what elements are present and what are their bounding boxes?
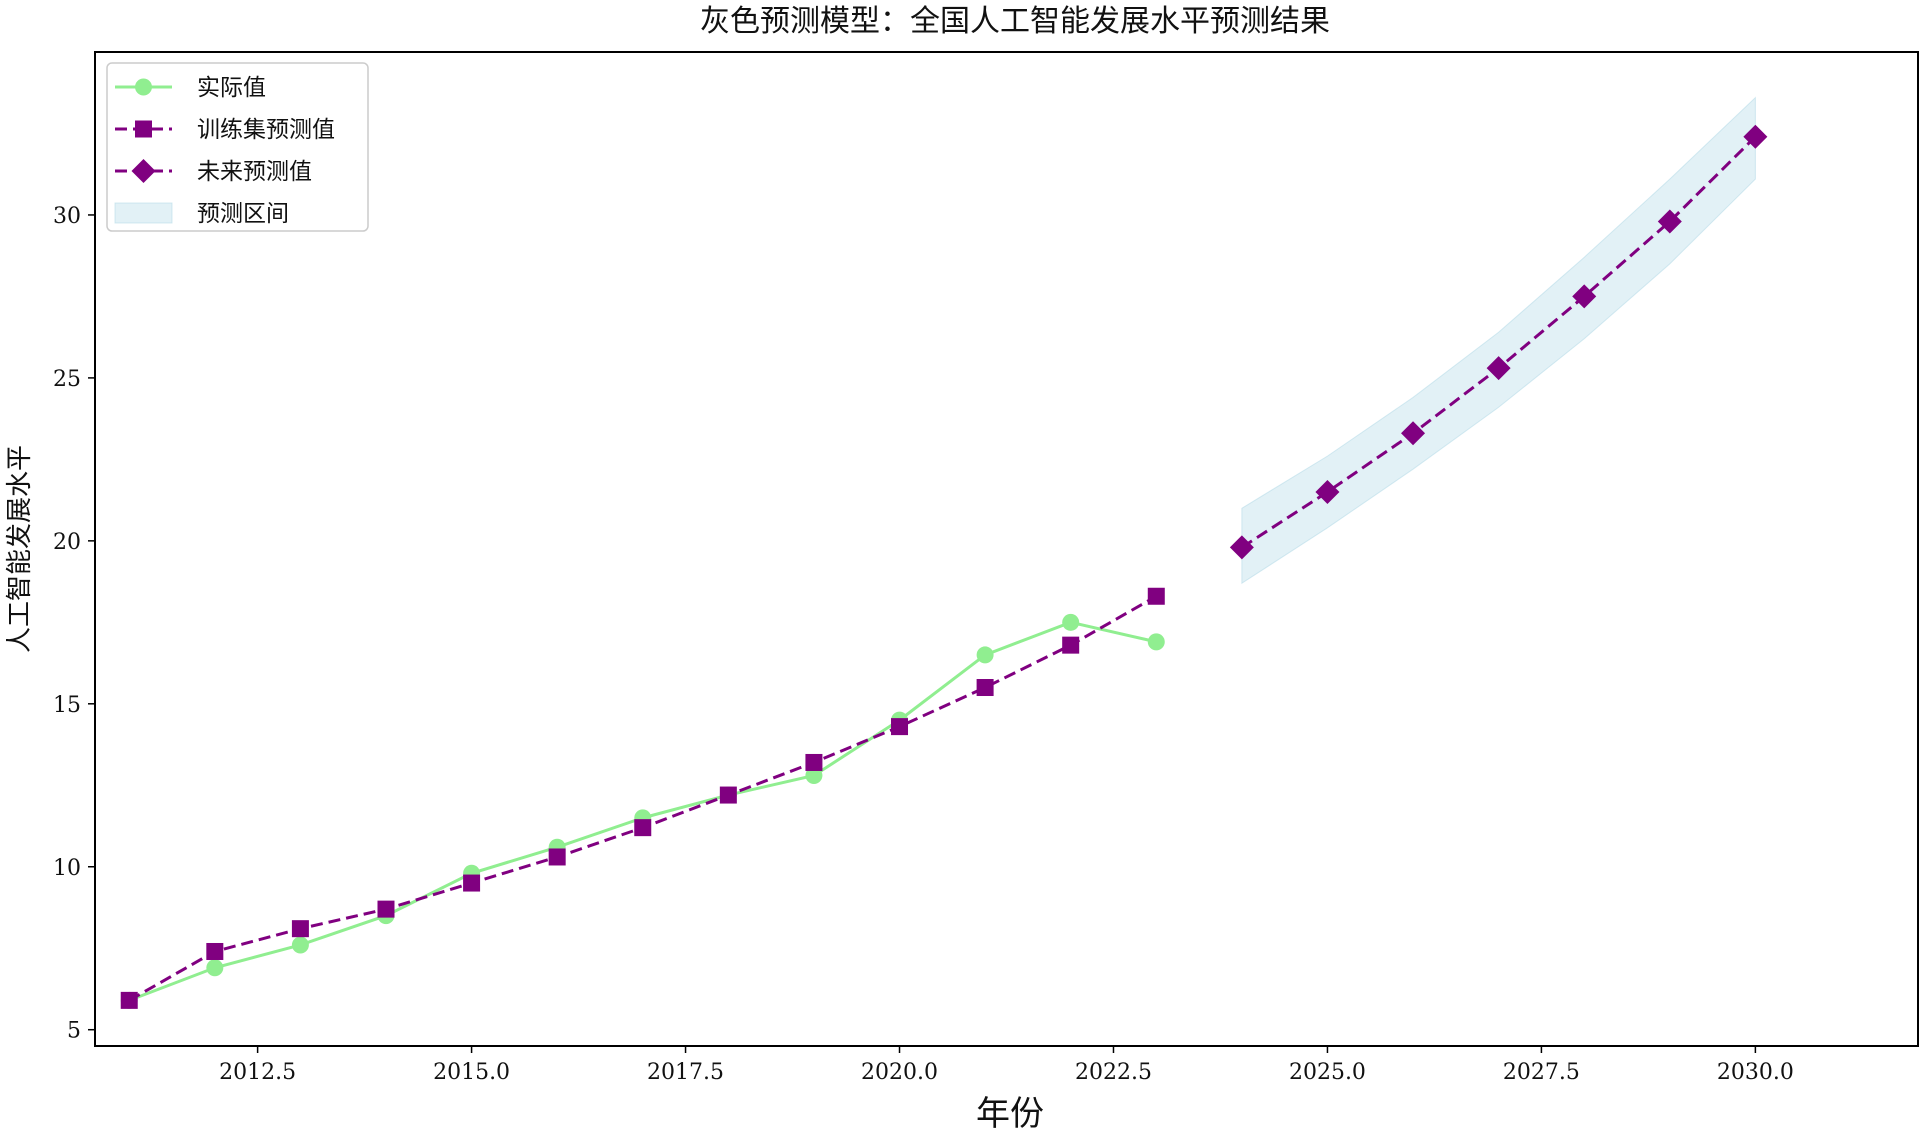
y-axis: 5 10 15 20 25 30	[53, 204, 95, 1044]
x-tick-label: 2012.5	[219, 1060, 296, 1085]
legend-label: 训练集预测值	[197, 117, 335, 143]
data-point	[805, 767, 823, 785]
legend-marker	[135, 78, 152, 96]
data-point	[1743, 124, 1768, 149]
y-tick-label: 25	[53, 367, 81, 392]
x-axis: 2012.5 2015.0 2017.5 2020.0 2022.5 2025.0 2027…	[219, 1046, 1794, 1085]
data-point	[805, 753, 823, 771]
data-point	[206, 959, 224, 977]
data-point	[206, 942, 224, 960]
data-point	[1572, 284, 1597, 309]
series-1	[120, 613, 1165, 1009]
y-tick-label: 30	[53, 204, 81, 229]
plot-frame	[94, 51, 1919, 1047]
chart-title: 灰色预测模型：全国人工智能发展水平预测结果	[700, 4, 1330, 39]
y-tick-label: 15	[53, 693, 81, 718]
prediction-interval-band	[1241, 96, 1756, 585]
legend-label: 预测区间	[197, 201, 289, 227]
x-tick-label: 2017.5	[647, 1060, 724, 1085]
legend-item: 未来预测值	[115, 159, 312, 185]
data-point	[1401, 421, 1426, 446]
data-point	[120, 991, 138, 1009]
data-point	[463, 874, 481, 892]
series-3	[1229, 124, 1768, 560]
data-point	[548, 848, 566, 866]
y-tick-label: 20	[53, 530, 81, 555]
legend-label: 实际值	[197, 75, 266, 101]
legend-marker	[131, 159, 156, 183]
data-point	[976, 679, 994, 697]
x-tick-label: 2030.0	[1717, 1060, 1794, 1085]
data-point	[1147, 587, 1165, 605]
data-point	[1062, 636, 1080, 654]
data-point	[1229, 535, 1254, 560]
plot-area	[120, 96, 1768, 1009]
x-tick-label: 2027.5	[1503, 1060, 1580, 1085]
data-point	[976, 646, 994, 664]
legend-box	[106, 62, 369, 232]
y-tick-label: 10	[53, 856, 81, 881]
series-2	[120, 587, 1165, 1009]
series-line	[128, 594, 1158, 1002]
data-point	[1657, 209, 1682, 234]
x-tick-label: 2022.5	[1075, 1060, 1152, 1085]
data-point	[1315, 479, 1340, 504]
data-point	[634, 819, 652, 837]
data-point	[1062, 613, 1080, 631]
x-axis-title: 年份	[976, 1094, 1044, 1134]
legend-item: 训练集预测值	[115, 117, 335, 143]
legend-item: 预测区间	[114, 201, 289, 227]
data-point	[719, 786, 737, 804]
data-point	[891, 718, 909, 736]
data-point	[1147, 633, 1165, 651]
x-tick-label: 2015.0	[433, 1060, 510, 1085]
data-point	[377, 900, 395, 918]
x-tick-label: 2025.0	[1289, 1060, 1366, 1085]
legend-item: 实际值	[115, 75, 266, 101]
y-axis-title: 人工智能发展水平	[5, 445, 35, 653]
data-point	[291, 936, 309, 954]
x-tick-label: 2020.0	[861, 1060, 938, 1085]
y-tick-label: 5	[67, 1019, 81, 1044]
data-point	[291, 920, 309, 938]
legend-label: 未来预测值	[197, 159, 312, 185]
legend-patch	[114, 202, 173, 224]
data-point	[1486, 356, 1511, 381]
legend-marker	[135, 120, 152, 138]
